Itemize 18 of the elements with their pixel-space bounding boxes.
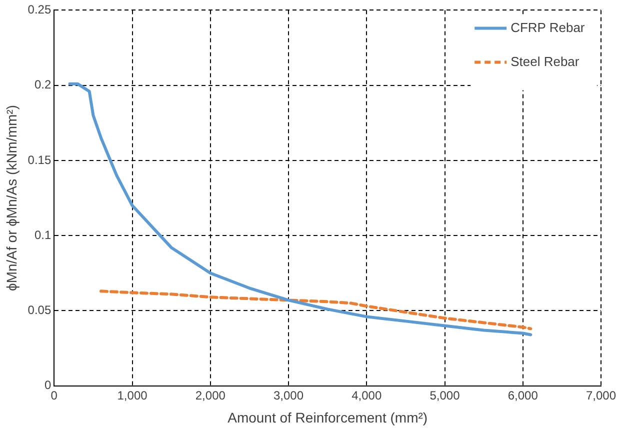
- x-tick-label: 7,000: [586, 388, 616, 402]
- y-tick-label: 0.25: [28, 2, 52, 17]
- x-axis-title: Amount of Reinforcement (mm²): [228, 409, 428, 426]
- y-axis-title: ϕMn/Af or ϕMn/As (kNm/mm²): [3, 104, 20, 292]
- x-tick-label: 3,000: [274, 388, 304, 402]
- x-tick-label: 5,000: [430, 388, 460, 402]
- legend-label: Steel Rebar: [510, 54, 580, 69]
- x-tick-label: 4,000: [352, 388, 382, 402]
- y-tick-label: 0.15: [28, 152, 52, 167]
- x-tick-label: 6,000: [508, 388, 538, 402]
- y-tick-label: 0: [44, 378, 52, 392]
- x-tick-label: 1,000: [117, 388, 148, 402]
- legend-label: CFRP Rebar: [510, 20, 586, 35]
- x-tick-label: 2,000: [195, 388, 226, 402]
- y-tick-label: 0.2: [34, 78, 52, 92]
- y-tick-label: 0.1: [34, 228, 52, 242]
- line-series: [100, 290, 532, 330]
- y-tick-label: 0.05: [28, 302, 52, 317]
